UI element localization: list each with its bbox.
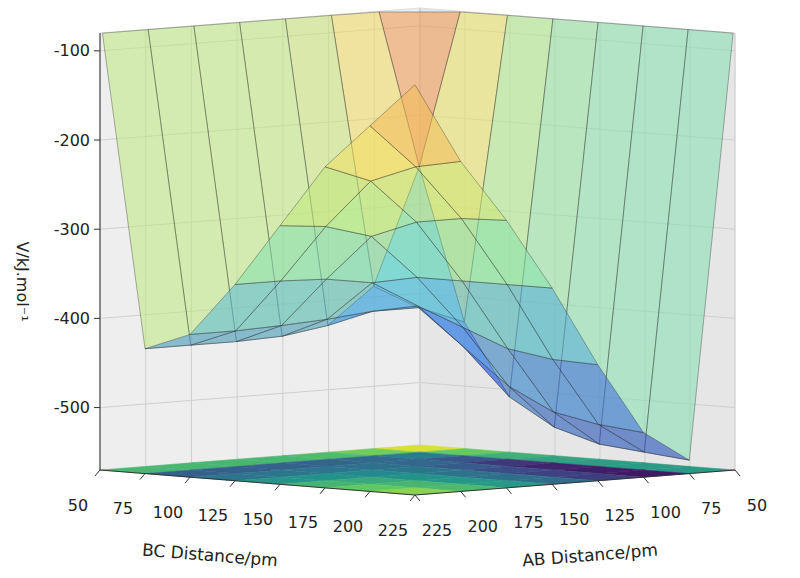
svg-text:125: 125 (605, 506, 636, 525)
svg-text:V/kJ.mol⁻¹: V/kJ.mol⁻¹ (13, 241, 32, 321)
svg-text:50: 50 (68, 496, 88, 515)
svg-text:225: 225 (378, 521, 409, 540)
svg-text:175: 175 (288, 513, 319, 532)
svg-text:BC Distance/pm: BC Distance/pm (141, 540, 278, 571)
svg-text:-500: -500 (54, 398, 90, 417)
svg-text:175: 175 (513, 513, 544, 532)
svg-text:150: 150 (243, 510, 274, 529)
svg-text:75: 75 (701, 499, 721, 518)
svg-text:100: 100 (153, 503, 184, 522)
svg-text:-400: -400 (54, 309, 90, 328)
svg-text:75: 75 (113, 499, 133, 518)
svg-text:100: 100 (650, 503, 681, 522)
svg-text:200: 200 (467, 517, 498, 536)
svg-text:-300: -300 (54, 220, 90, 239)
svg-text:225: 225 (422, 521, 453, 540)
svg-text:-100: -100 (54, 41, 90, 60)
svg-text:-200: -200 (54, 131, 90, 150)
svg-text:200: 200 (333, 517, 364, 536)
svg-text:AB Distance/pm: AB Distance/pm (521, 540, 658, 571)
svg-text:125: 125 (198, 506, 229, 525)
svg-text:150: 150 (559, 510, 590, 529)
svg-text:50: 50 (747, 496, 767, 515)
